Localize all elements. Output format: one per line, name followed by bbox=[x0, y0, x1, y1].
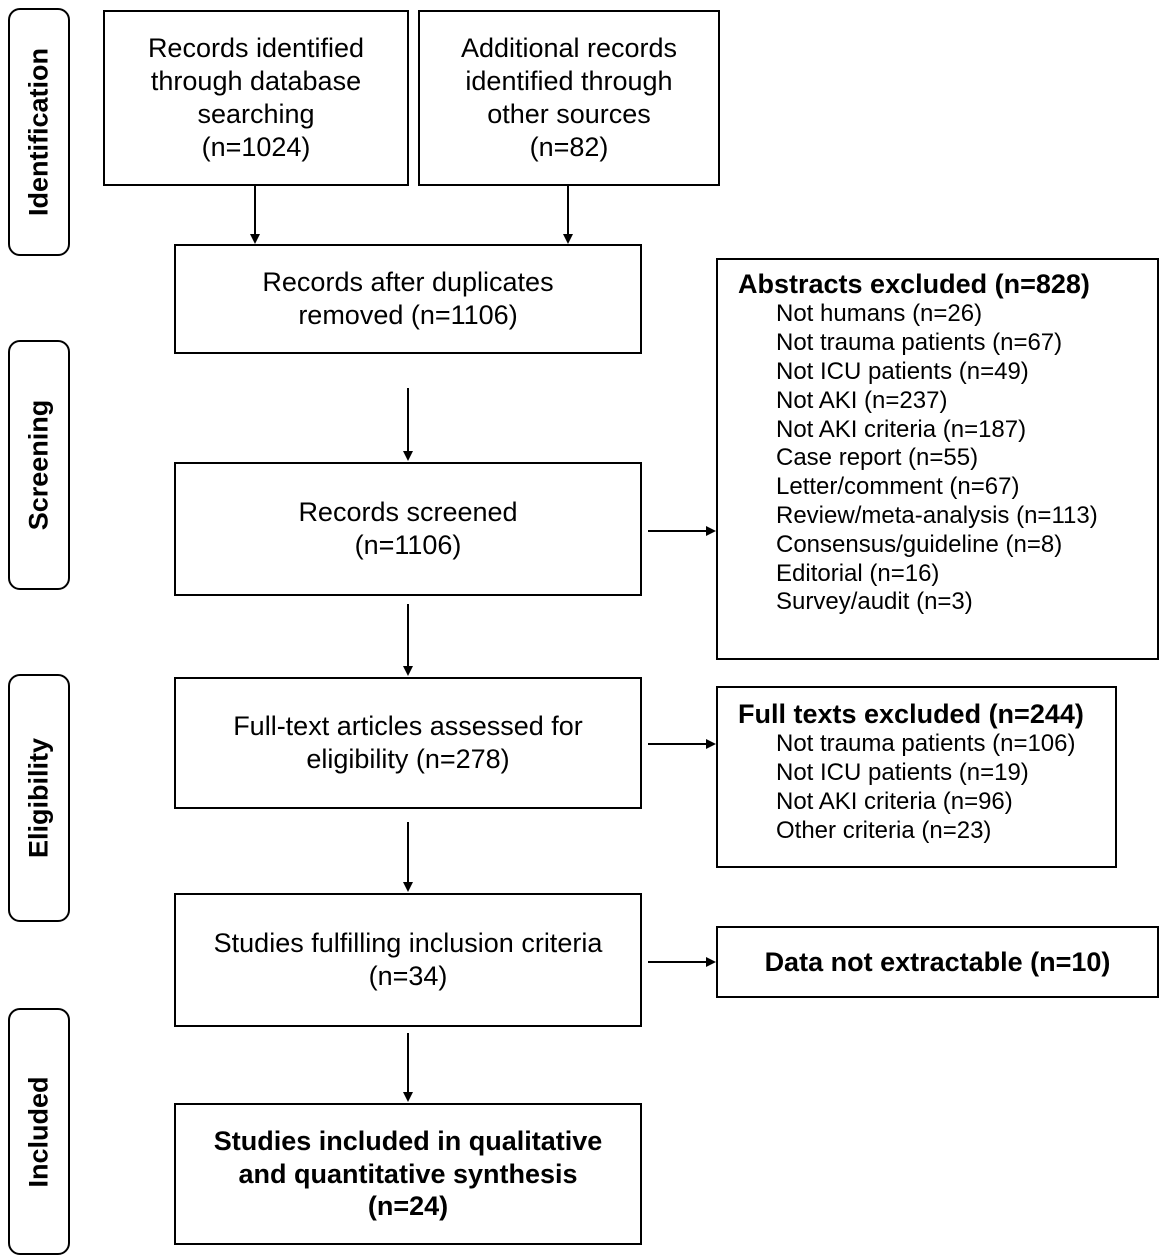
box-line: (n=24) bbox=[367, 1191, 449, 1222]
box-line: Studies included in qualitative bbox=[213, 1125, 603, 1156]
studies-included-box: Studies included in qualitative and quan… bbox=[174, 1103, 642, 1245]
exclusion-item: Not trauma patients (n=67) bbox=[776, 329, 1063, 357]
stage-eligibility: Eligibility bbox=[8, 674, 70, 922]
exclusion-item: Editorial (n=16) bbox=[776, 559, 940, 587]
stage-identification-label: Identification bbox=[23, 48, 54, 216]
box-line: through database bbox=[150, 66, 362, 97]
exclusion-item: Letter/comment (n=67) bbox=[776, 473, 1020, 501]
box-line: Studies fulfilling inclusion criteria bbox=[213, 928, 603, 959]
not-extractable-box: Data not extractable (n=10) bbox=[716, 926, 1159, 998]
exclusion-item: Not AKI criteria (n=96) bbox=[776, 787, 1013, 815]
exclusion-item: Review/meta-analysis (n=113) bbox=[776, 501, 1098, 529]
exclusion-item: Not humans (n=26) bbox=[776, 300, 983, 328]
exclusion-item: Other criteria (n=23) bbox=[776, 816, 992, 844]
box-line: and quantitative synthesis bbox=[238, 1158, 578, 1189]
box-line: Additional records bbox=[460, 33, 678, 64]
stage-identification: Identification bbox=[8, 8, 70, 256]
stage-eligibility-label: Eligibility bbox=[23, 737, 54, 859]
records-screened-box: Records screened (n=1106) bbox=[174, 462, 642, 596]
stage-screening-label: Screening bbox=[23, 399, 54, 531]
box-line: Full-text articles assessed for bbox=[233, 711, 583, 742]
fulfilling-criteria-box: Studies fulfilling inclusion criteria (n… bbox=[174, 893, 642, 1027]
exclusion-item: Case report (n=55) bbox=[776, 444, 979, 472]
stage-screening: Screening bbox=[8, 340, 70, 590]
box-line: (n=82) bbox=[529, 131, 609, 162]
exclusion-item: Not AKI criteria (n=187) bbox=[776, 415, 1027, 443]
not-extractable-label: Data not extractable (n=10) bbox=[764, 946, 1111, 977]
box-line: eligibility (n=278) bbox=[306, 744, 510, 774]
box-line: removed (n=1106) bbox=[298, 300, 518, 330]
exclusion-item: Not ICU patients (n=19) bbox=[776, 759, 1029, 787]
box-line: identified through bbox=[465, 66, 673, 97]
fulltext-assessed-box: Full-text articles assessed for eligibil… bbox=[174, 677, 642, 809]
stage-included-label: Included bbox=[23, 1075, 54, 1188]
fulltexts-excluded-title: Full texts excluded (n=244) bbox=[738, 699, 1084, 729]
box-line: searching bbox=[197, 99, 315, 129]
exclusion-item: Not ICU patients (n=49) bbox=[776, 357, 1029, 385]
box-line: Records screened bbox=[298, 497, 518, 528]
box-line: Records identified bbox=[147, 33, 365, 64]
abstracts-excluded-title: Abstracts excluded (n=828) bbox=[738, 269, 1090, 299]
database-records-box: Records identified through database sear… bbox=[103, 10, 409, 186]
stage-included: Included bbox=[8, 1008, 70, 1255]
box-line: other sources bbox=[487, 99, 651, 129]
duplicates-removed-box: Records after duplicates removed (n=1106… bbox=[174, 244, 642, 354]
abstracts-excluded-box: Abstracts excluded (n=828) Not humans (n… bbox=[716, 258, 1159, 660]
fulltexts-excluded-box: Full texts excluded (n=244) Not trauma p… bbox=[716, 686, 1117, 868]
box-line: (n=34) bbox=[368, 961, 448, 991]
box-line: Records after duplicates bbox=[262, 267, 554, 298]
exclusion-item: Not trauma patients (n=106) bbox=[776, 730, 1076, 758]
other-sources-box: Additional records identified through ot… bbox=[418, 10, 720, 186]
box-line: (n=1106) bbox=[354, 530, 462, 560]
exclusion-item: Not AKI (n=237) bbox=[776, 386, 948, 414]
exclusion-item: Survey/audit (n=3) bbox=[776, 588, 973, 616]
exclusion-item: Consensus/guideline (n=8) bbox=[776, 530, 1063, 558]
box-line: (n=1024) bbox=[201, 131, 311, 162]
